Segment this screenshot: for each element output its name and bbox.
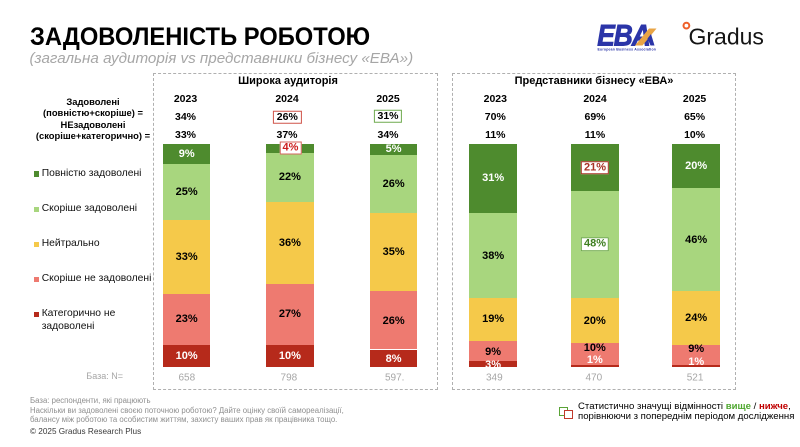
svg-text:European Business Association: European Business Association xyxy=(598,47,657,51)
svg-text:EBA: EBA xyxy=(597,21,650,52)
svg-text:Gradus: Gradus xyxy=(689,24,764,49)
